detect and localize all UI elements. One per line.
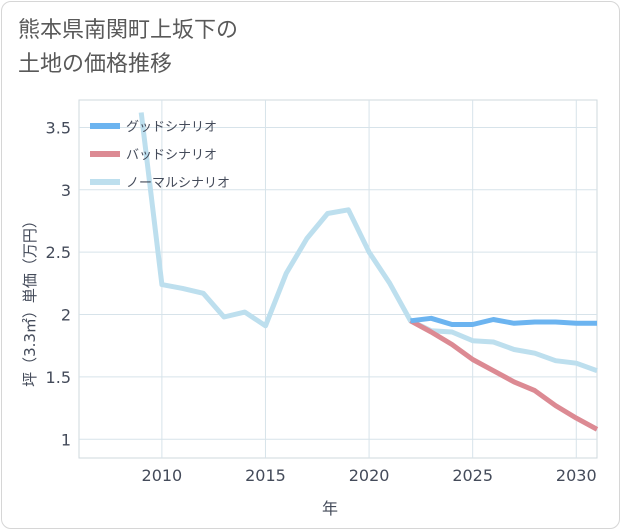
y-tick-label: 1.5 <box>46 368 71 387</box>
y-tick-label: 3.5 <box>46 118 71 137</box>
title-line-2: 土地の価格推移 <box>18 52 173 77</box>
series-line-0 <box>410 315 597 327</box>
y-tick-label: 3 <box>61 181 71 200</box>
series-lines <box>138 112 599 432</box>
x-tick-label: 2020 <box>349 466 390 485</box>
gridlines <box>79 100 597 458</box>
series-line-1 <box>409 318 599 432</box>
y-axis-label: 坪（3.3㎡）単価（万円） <box>21 213 39 387</box>
y-tick-labels: 1 1.5 2 2.5 3 3.5 <box>46 118 71 449</box>
x-tick-label: 2010 <box>142 466 183 485</box>
x-tick-label: 2030 <box>556 466 597 485</box>
y-tick-label: 2 <box>61 306 71 325</box>
x-axis-label: 年 <box>322 499 338 518</box>
title-line-1: 熊本県南関町上坂下の <box>18 18 239 43</box>
x-tick-label: 2015 <box>245 466 286 485</box>
legend-label-2: ノーマルシナリオ <box>126 176 230 191</box>
x-tick-labels: 2010 2015 2020 2025 2030 <box>142 466 597 485</box>
y-tick-label: 2.5 <box>46 243 71 262</box>
series-line-2 <box>138 112 598 374</box>
plot-area <box>78 99 598 459</box>
legend-label-0: グッドシナリオ <box>126 120 217 135</box>
y-tick-label: 1 <box>61 430 71 449</box>
legend-label-1: バッドシナリオ <box>126 148 217 163</box>
x-tick-label: 2025 <box>452 466 493 485</box>
chart-title: 熊本県南関町上坂下の 土地の価格推移 <box>18 14 238 82</box>
